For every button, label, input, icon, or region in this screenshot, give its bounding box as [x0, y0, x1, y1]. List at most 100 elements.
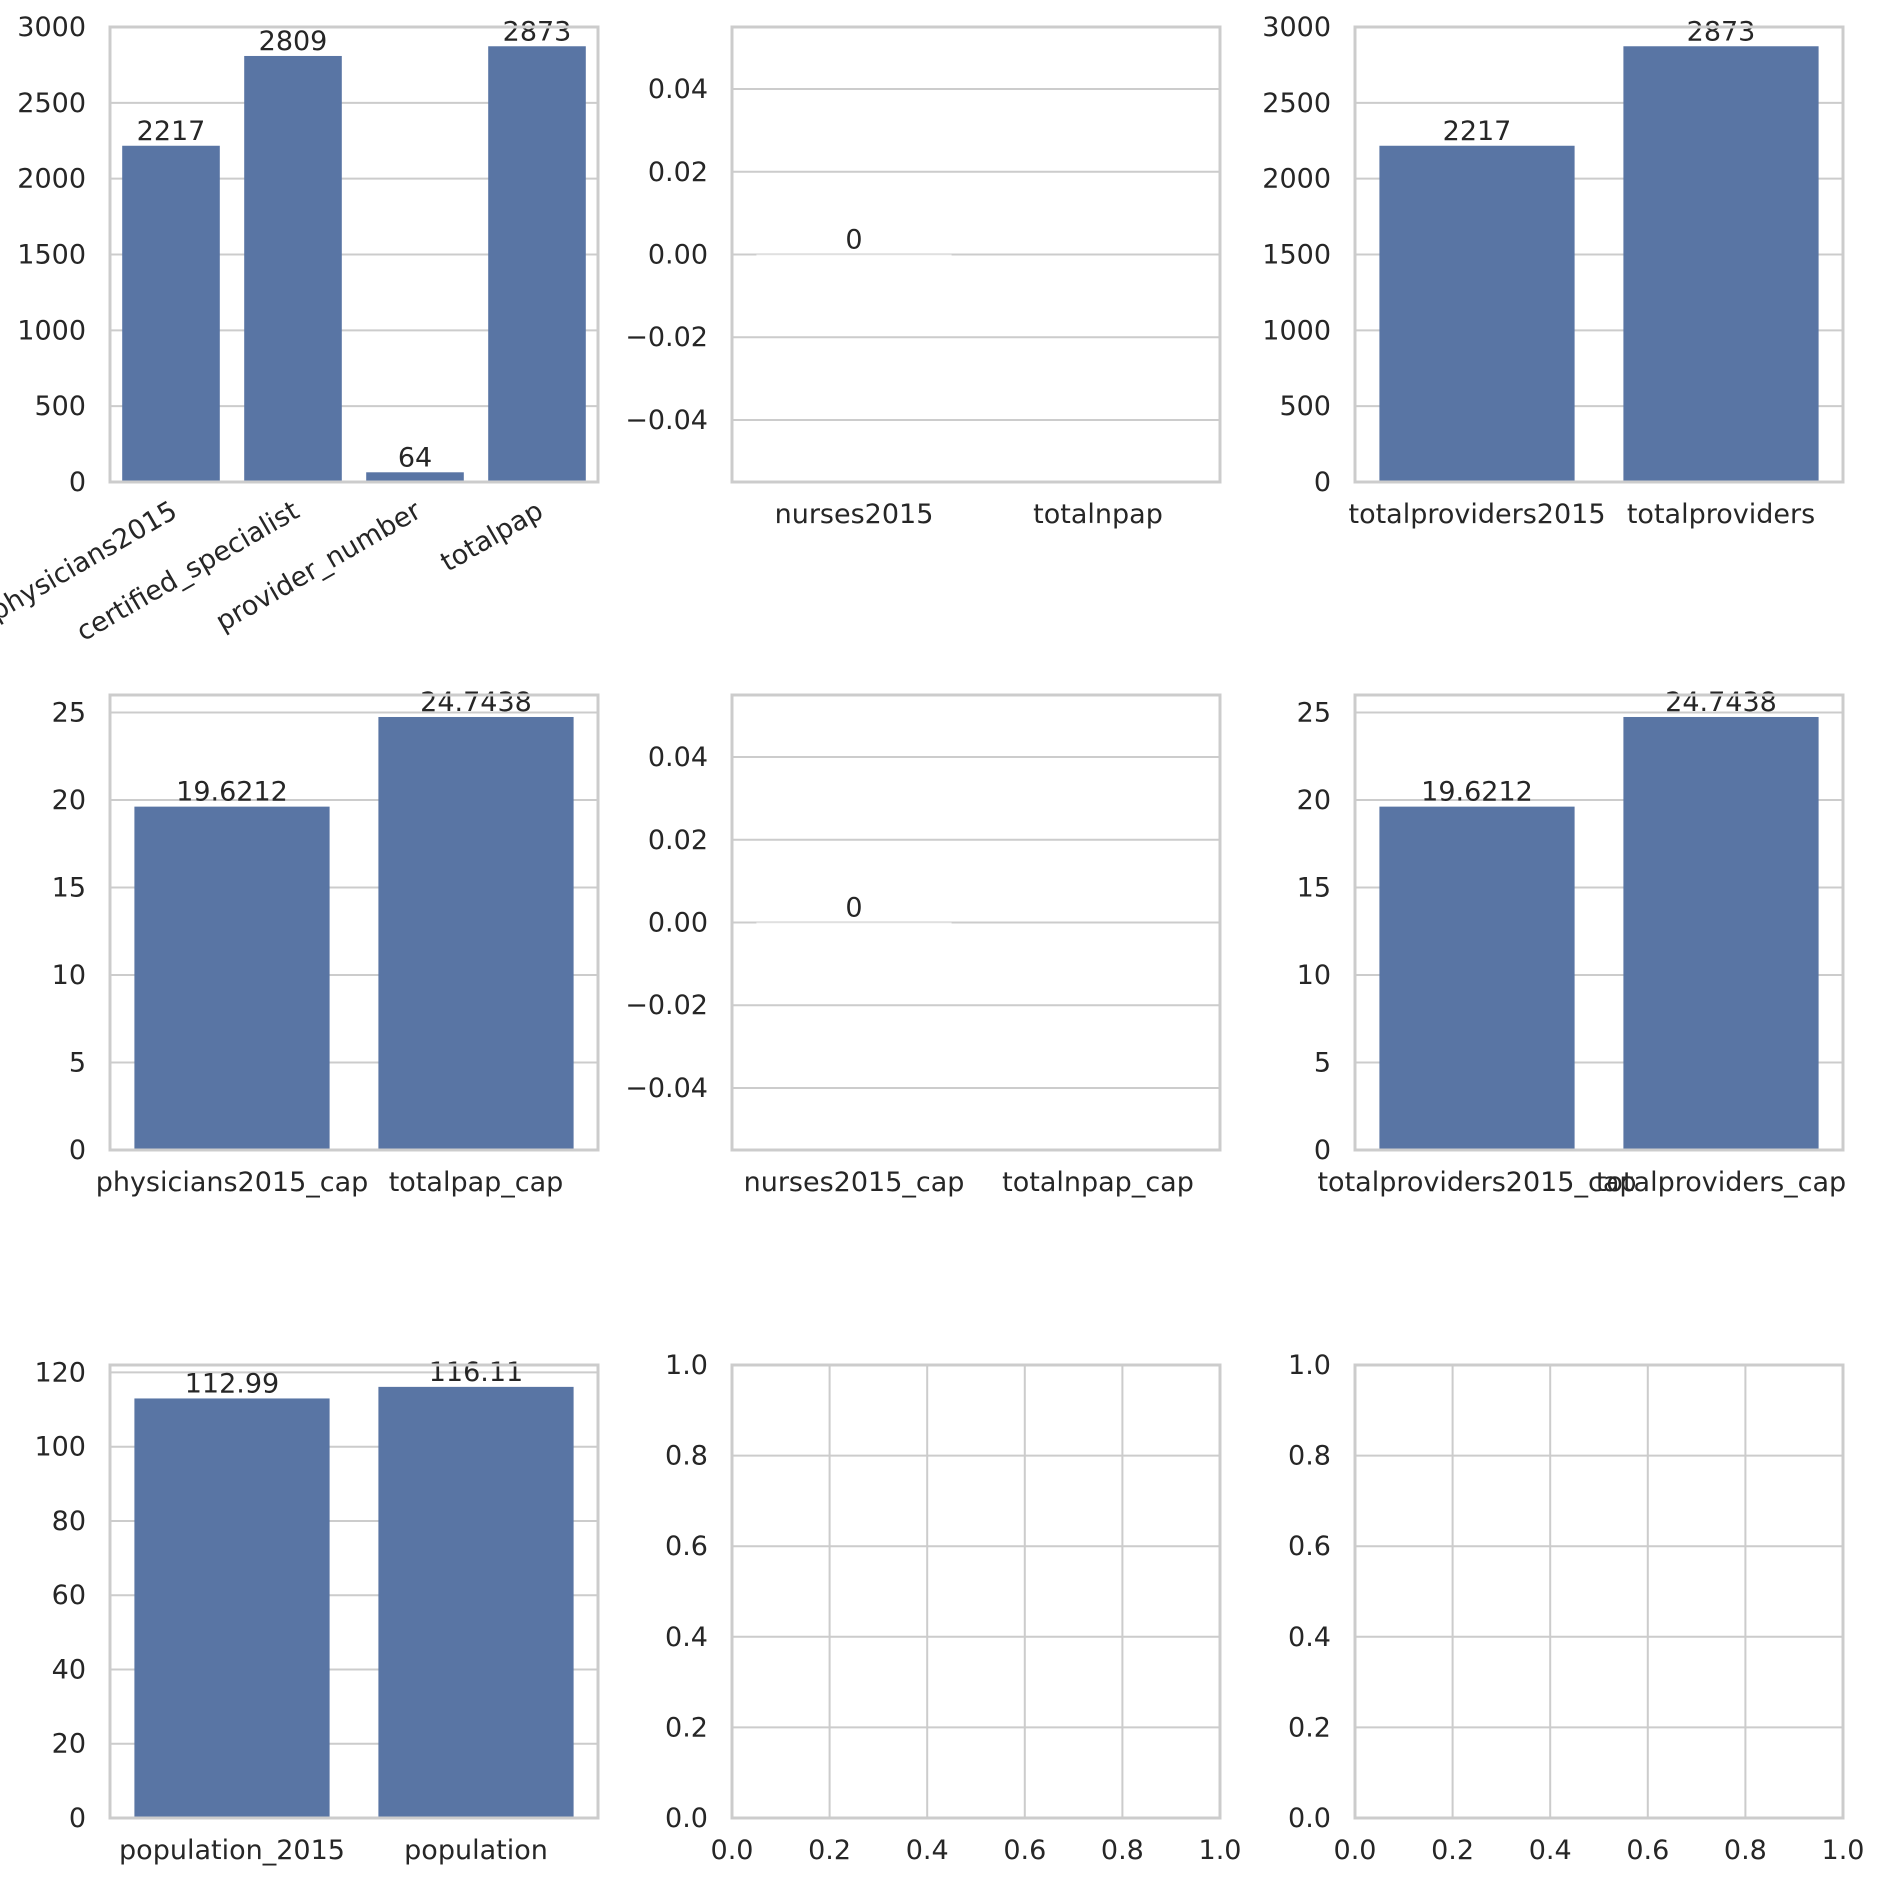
x-tick-label: totalproviders_cap — [1596, 1167, 1846, 1198]
y-tick-label: 1000 — [1262, 315, 1331, 346]
axes-frame — [730, 25, 1222, 484]
bar — [488, 46, 586, 483]
y-tick-label: 0.02 — [648, 825, 708, 856]
y-tick-label: 0.0 — [665, 1803, 708, 1834]
x-tick-label: 0.0 — [711, 1835, 754, 1866]
x-tick-label: 0.2 — [1431, 1835, 1474, 1866]
y-tick-label: 0 — [69, 1135, 86, 1166]
y-tick-label: −0.04 — [625, 405, 708, 436]
y-tick-label: 0.8 — [665, 1441, 708, 1472]
y-tick-label: 25 — [1297, 698, 1331, 729]
bar-value-label: 19.6212 — [176, 777, 288, 808]
x-tick-label: 1.0 — [1199, 1835, 1242, 1866]
y-tick-label: 1.0 — [665, 1350, 708, 1381]
bar-value-label: 64 — [398, 442, 432, 473]
bar-value-label: 2873 — [503, 16, 572, 47]
y-tick-label: 120 — [34, 1357, 86, 1388]
x-tick-label: totalnpap_cap — [1002, 1167, 1194, 1198]
axes-frame — [108, 693, 600, 1152]
y-tick-label: −0.04 — [625, 1073, 708, 1104]
x-tick-label: 1.0 — [1822, 1835, 1865, 1866]
y-tick-label: 0.04 — [648, 74, 708, 105]
bar — [366, 472, 464, 482]
axes-frame — [108, 25, 600, 484]
x-tick-label: totalproviders2015_cap — [1317, 1167, 1636, 1198]
y-tick-label: 0.0 — [1288, 1803, 1331, 1834]
axes-frame — [730, 693, 1222, 1152]
bar-value-label: 2217 — [1443, 116, 1512, 147]
y-tick-label: 0 — [69, 1803, 86, 1834]
bar — [1379, 145, 1575, 482]
bar — [378, 1386, 574, 1818]
x-tick-label: totalnpap — [1033, 499, 1163, 530]
y-tick-label: 15 — [1297, 873, 1331, 904]
bar-value-label: 0 — [845, 893, 862, 924]
subplot-6: 0 5 10 15 20 25 19.6212 totalproviders2015_cap 2… — [1297, 687, 1847, 1198]
y-tick-label: 0 — [69, 467, 86, 498]
bar — [756, 922, 952, 924]
y-tick-label: 3000 — [17, 12, 86, 43]
x-tick-label: population_2015 — [119, 1835, 345, 1866]
y-tick-label: 0.8 — [1288, 1441, 1331, 1472]
bar — [244, 55, 342, 483]
y-tick-label: −0.02 — [625, 990, 708, 1021]
y-tick-label: 0.00 — [648, 908, 708, 939]
x-tick-label: population — [404, 1835, 548, 1866]
y-tick-label: 80 — [52, 1506, 86, 1537]
subplot-3: 0 500 1000 1500 2000 2500 3000 2217 totalprovide… — [1262, 12, 1845, 530]
y-tick-label: 40 — [52, 1654, 86, 1685]
bar-value-label: 116.11 — [429, 1357, 523, 1388]
y-tick-label: 0.00 — [648, 240, 708, 271]
bar-value-label: 24.7438 — [1665, 687, 1777, 718]
x-tick-label: 0.4 — [906, 1835, 949, 1866]
bar-value-label: 2873 — [1687, 16, 1756, 47]
axes-frame — [108, 1363, 600, 1820]
x-tick-label: 0.2 — [808, 1835, 851, 1866]
y-tick-label: 25 — [52, 698, 86, 729]
y-tick-label: 1500 — [1262, 240, 1331, 271]
y-tick-label: 0.4 — [665, 1622, 708, 1653]
x-tick-label: totalpap_cap — [389, 1167, 564, 1198]
axes-frame — [730, 1363, 1222, 1820]
bar — [378, 716, 574, 1150]
bar — [1623, 716, 1819, 1150]
x-tick-label: 0.8 — [1101, 1835, 1144, 1866]
y-tick-label: 2500 — [17, 88, 86, 119]
x-tick-label: 0.6 — [1003, 1835, 1046, 1866]
y-tick-label: 0.2 — [1288, 1712, 1331, 1743]
y-tick-label: 2000 — [1262, 164, 1331, 195]
subplot-2: −0.04 −0.02 0.00 0.02 0.04 0 nurses2015 totalnp… — [625, 25, 1222, 530]
y-tick-label: 0.02 — [648, 157, 708, 188]
x-tick-label: 0.6 — [1626, 1835, 1669, 1866]
x-tick-label: totalproviders — [1627, 499, 1815, 530]
y-tick-label: 0 — [1314, 467, 1331, 498]
y-tick-label: −0.02 — [625, 322, 708, 353]
bar — [1379, 806, 1575, 1150]
y-tick-label: 20 — [52, 785, 86, 816]
y-tick-label: 2500 — [1262, 88, 1331, 119]
y-tick-label: 20 — [1297, 785, 1331, 816]
y-tick-label: 0.6 — [1288, 1531, 1331, 1562]
subplot-4: 0 5 10 15 20 25 19.6212 physicians2015_cap 24.74… — [52, 687, 600, 1198]
bar-value-label: 2217 — [137, 116, 206, 147]
y-tick-label: 5 — [69, 1048, 86, 1079]
x-tick-label: 0.8 — [1724, 1835, 1767, 1866]
y-tick-label: 0.2 — [665, 1712, 708, 1743]
y-tick-label: 1500 — [17, 240, 86, 271]
y-tick-label: 1.0 — [1288, 1350, 1331, 1381]
y-tick-label: 1000 — [17, 315, 86, 346]
subplot-8: 0.0 0.2 0.4 0.6 0.8 1.0 0.0 0.2 0.4 0.6 0.8 1.0 — [665, 1350, 1241, 1866]
axes-frame — [1353, 25, 1845, 484]
y-tick-label: 5 — [1314, 1048, 1331, 1079]
bar — [1623, 46, 1819, 483]
y-tick-label: 0 — [1314, 1135, 1331, 1166]
bar-value-label: 112.99 — [185, 1368, 279, 1399]
y-tick-label: 3000 — [1262, 12, 1331, 43]
y-tick-label: 60 — [52, 1580, 86, 1611]
y-tick-label: 0.04 — [648, 742, 708, 773]
y-tick-label: 0.6 — [665, 1531, 708, 1562]
x-tick-label: totalproviders2015 — [1348, 499, 1605, 530]
axes-frame — [1353, 693, 1845, 1152]
y-tick-label: 10 — [1297, 960, 1331, 991]
